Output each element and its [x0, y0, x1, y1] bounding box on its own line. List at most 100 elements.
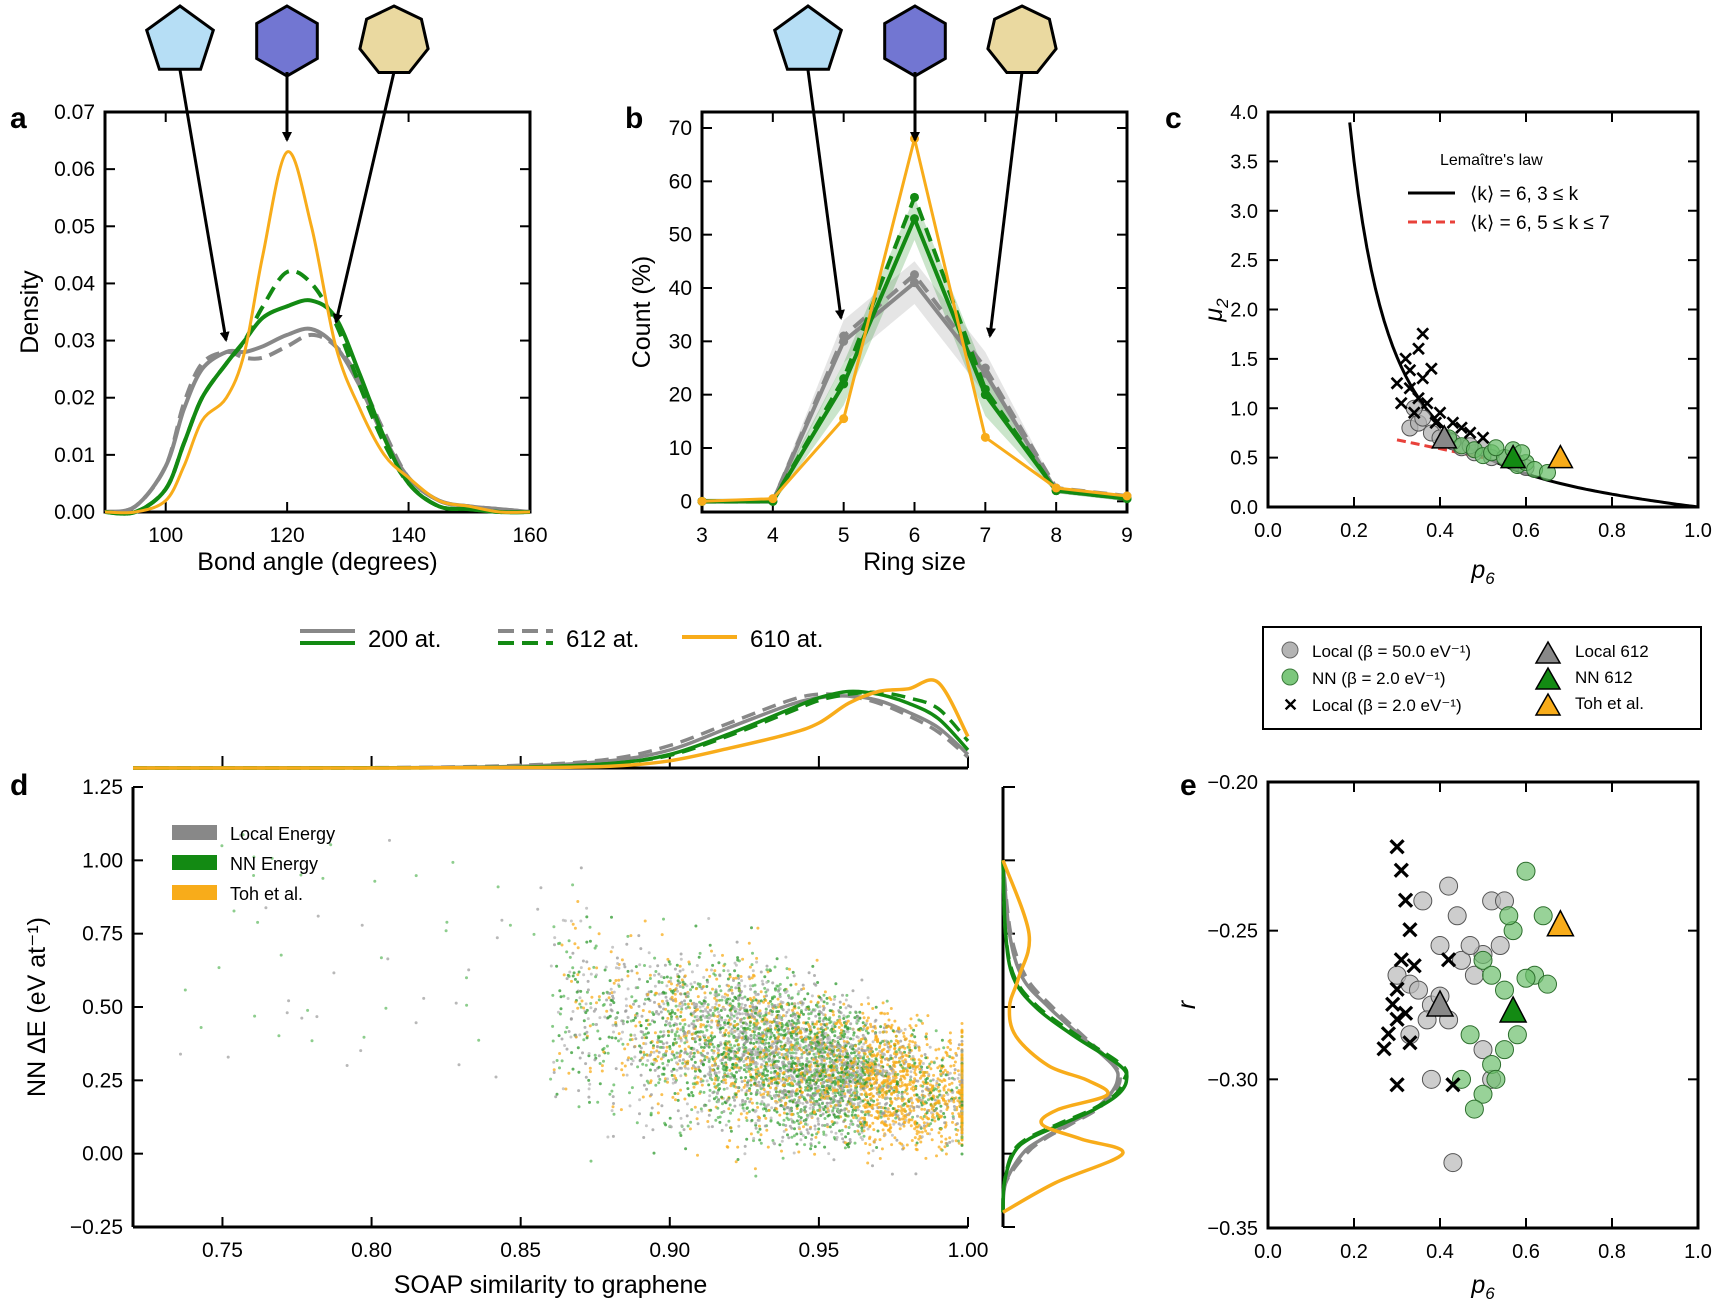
scatter-dot	[734, 1007, 738, 1011]
scatter-dot	[813, 1032, 817, 1036]
scatter-dot	[940, 1038, 944, 1042]
scatter-dot	[640, 1036, 644, 1040]
scatter-dot	[790, 1126, 794, 1130]
scatter-dot	[884, 1039, 888, 1043]
scatter-dot	[657, 1065, 661, 1069]
scatter-dot	[704, 1009, 708, 1013]
scatter-dot	[911, 1040, 915, 1044]
scatter-dot	[666, 1063, 669, 1067]
local-2-point: ✕	[1414, 324, 1431, 346]
scatter-dot	[778, 992, 782, 996]
scatter-dot	[555, 1092, 559, 1096]
scatter-dot	[579, 966, 583, 970]
scatter-dot	[920, 1098, 924, 1102]
scatter-dot	[706, 1051, 710, 1055]
scatter-dot	[621, 1030, 624, 1034]
scatter-dot	[621, 1022, 625, 1026]
scatter-dot	[652, 1151, 656, 1155]
scatter-dot	[867, 1002, 871, 1006]
scatter-dot	[790, 1062, 794, 1066]
scatter-dot	[798, 1118, 802, 1122]
scatter-dot	[826, 1037, 830, 1041]
scatter-dot	[832, 1136, 836, 1139]
scatter-dot	[865, 1069, 869, 1073]
scatter-dot	[692, 1025, 696, 1029]
x-tick-label: 8	[1050, 524, 1062, 547]
scatter-dot	[557, 942, 560, 946]
scatter-dot	[924, 1156, 928, 1160]
scatter-dot	[867, 1050, 871, 1054]
local-2-point: ✕	[1445, 413, 1462, 435]
scatter-dot	[803, 1106, 807, 1110]
scatter-dot	[839, 1011, 843, 1015]
scatter-dot	[718, 1017, 721, 1021]
scatter-dot	[774, 1090, 778, 1094]
scatter-dot	[737, 959, 741, 963]
scatter-dot	[791, 1082, 794, 1086]
scatter-dot	[810, 1045, 814, 1049]
scatter-dot	[681, 985, 685, 989]
scatter-dot	[585, 960, 589, 964]
scatter-dot	[799, 1072, 803, 1075]
scatter-dot	[773, 1081, 777, 1085]
scatter-dot	[902, 1035, 906, 1038]
scatter-dot	[786, 1133, 789, 1137]
scatter-dot	[704, 1025, 708, 1029]
scatter-dot	[782, 1047, 786, 1051]
scatter-dot	[857, 1027, 861, 1031]
scatter-dot	[799, 1116, 803, 1120]
scatter-dot	[924, 1124, 928, 1128]
scatter-dot	[553, 936, 557, 940]
scatter-dot	[774, 1077, 778, 1081]
scatter-dot	[748, 1048, 752, 1051]
scatter-dot	[619, 1037, 623, 1041]
scatter-dot	[840, 1108, 843, 1112]
scatter-dot	[858, 1010, 862, 1014]
scatter-dot	[728, 1139, 732, 1143]
scatter-dot	[674, 997, 677, 1001]
scatter-dot	[762, 1083, 766, 1087]
scatter-dot	[621, 1073, 625, 1077]
scatter-dot	[585, 1008, 589, 1012]
scatter-dot	[552, 1071, 556, 1074]
data-point	[980, 432, 990, 442]
scatter-dot	[578, 1056, 582, 1060]
scatter-dot	[743, 984, 747, 988]
scatter-dot	[677, 1004, 681, 1008]
scatter-dot	[793, 1016, 797, 1020]
scatter-dot	[661, 1062, 665, 1065]
scatter-dot	[794, 1022, 798, 1026]
scatter-dot	[568, 955, 572, 959]
scatter-dot	[828, 1016, 832, 1020]
scatter-dot	[653, 956, 657, 960]
scatter-dot	[908, 1107, 912, 1111]
scatter-dot	[770, 1106, 774, 1110]
scatter-dot	[839, 1066, 843, 1070]
scatter-dot	[905, 1068, 909, 1072]
series-line	[702, 280, 1128, 504]
scatter-dot	[846, 1030, 850, 1034]
y-tick-label: 0.07	[54, 101, 95, 124]
scatter-dot	[958, 1096, 962, 1100]
scatter-dot	[920, 1074, 924, 1078]
scatter-dot	[815, 1132, 819, 1136]
scatter-dot	[676, 1109, 680, 1113]
scatter-dot	[718, 973, 722, 977]
scatter-dot	[795, 1048, 799, 1052]
scatter-dot	[805, 1059, 809, 1063]
scatter-dot	[926, 1117, 930, 1121]
scatter-dot	[905, 1087, 909, 1091]
scatter-dot	[626, 969, 630, 973]
scatter-dot	[806, 1052, 810, 1056]
scatter-dot	[639, 1024, 643, 1027]
scatter-dot	[759, 1065, 763, 1069]
scatter-dot	[801, 1102, 805, 1105]
scatter-dot	[853, 1057, 857, 1061]
local-2-point: ✕	[1462, 423, 1479, 445]
scatter-dot	[691, 1064, 695, 1068]
scatter-dot	[625, 1020, 629, 1024]
scatter-dot	[874, 1035, 878, 1039]
scatter-dot	[889, 1039, 893, 1043]
scatter-dot	[791, 1008, 794, 1012]
scatter-dot	[770, 1082, 774, 1086]
